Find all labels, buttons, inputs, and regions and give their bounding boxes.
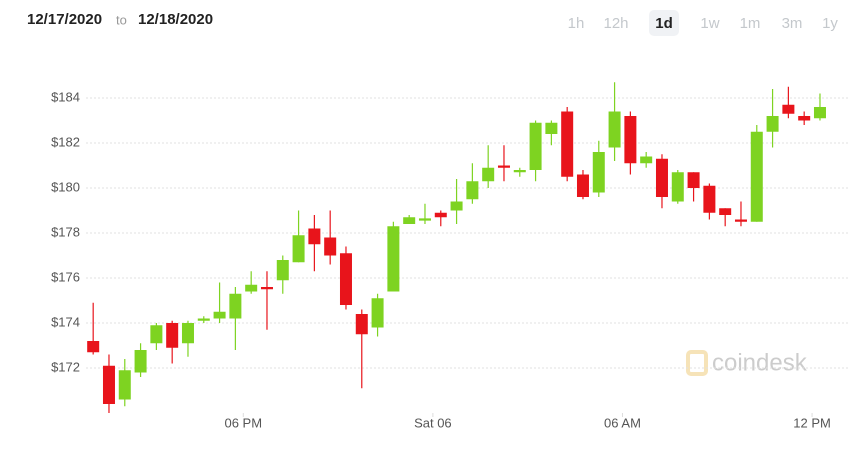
candle-body <box>719 208 732 215</box>
candle-body <box>213 311 226 319</box>
date-joiner: to <box>116 12 127 27</box>
candle-body <box>687 172 700 188</box>
candle-body <box>245 284 258 292</box>
candle-body <box>561 111 574 177</box>
candle-body <box>324 237 337 256</box>
y-tick-label: $178 <box>51 224 80 239</box>
candle-body <box>640 156 653 164</box>
y-tick-label: $180 <box>51 179 80 194</box>
candle-body <box>434 212 447 218</box>
candle-body <box>150 325 163 344</box>
candle-body <box>181 323 194 344</box>
candle-body <box>466 181 479 200</box>
candle-body <box>608 111 621 148</box>
watermark-icon <box>686 350 708 376</box>
candle-body <box>197 318 210 321</box>
candle-body <box>134 350 147 373</box>
candle-body <box>308 228 321 245</box>
candle-body <box>497 165 510 168</box>
x-tick-label: 06 AM <box>604 415 641 430</box>
candle-body <box>166 323 179 348</box>
date-to: 12/18/2020 <box>138 11 213 28</box>
candle-body <box>482 167 495 182</box>
range-button[interactable]: 1h <box>568 15 585 32</box>
candle-body <box>229 293 242 319</box>
range-button[interactable]: 3m <box>782 15 803 32</box>
candle-body <box>750 131 763 222</box>
candle-body <box>403 217 416 224</box>
candle-body <box>798 116 811 121</box>
candle-body <box>339 253 352 305</box>
candle-body <box>655 158 668 197</box>
y-tick-label: $182 <box>51 134 80 149</box>
candle-body <box>734 219 747 222</box>
range-button[interactable]: 1w <box>700 15 719 32</box>
range-button[interactable]: 1d <box>655 15 673 32</box>
candle-body <box>813 107 826 119</box>
candle-body <box>513 170 526 173</box>
y-tick-label: $184 <box>51 89 80 104</box>
candle-body <box>276 260 289 281</box>
candle-body <box>387 226 400 292</box>
range-selected-bg <box>649 10 679 36</box>
range-button[interactable]: 1y <box>822 15 838 32</box>
candle-body <box>545 122 558 134</box>
watermark: coindesk <box>686 349 808 376</box>
candle-body <box>418 218 431 221</box>
candle-body <box>260 287 273 290</box>
range-buttons: 1h 12h 1d 1w 1m 3m 1y <box>568 10 838 36</box>
candle-body <box>450 201 463 211</box>
candle-body <box>703 185 716 213</box>
candle-body <box>118 370 131 400</box>
date-from: 12/17/2020 <box>27 11 102 28</box>
watermark-text: coindesk <box>712 349 808 376</box>
range-button[interactable]: 1m <box>740 15 761 32</box>
x-tick-label: 06 PM <box>224 415 262 430</box>
candle-body <box>87 341 100 353</box>
candle-body <box>529 122 542 170</box>
y-tick-label: $174 <box>51 314 80 329</box>
candle-body <box>355 314 368 335</box>
candle-body <box>102 365 115 404</box>
candle-body <box>766 116 779 132</box>
candle-body <box>592 152 605 193</box>
candle-body <box>371 298 384 328</box>
y-tick-label: $172 <box>51 359 80 374</box>
x-tick-label: 12 PM <box>793 415 831 430</box>
candle-body <box>624 116 637 164</box>
candle-body <box>292 235 305 263</box>
range-button[interactable]: 12h <box>603 15 628 32</box>
candle-body <box>782 104 795 114</box>
candle-body <box>576 174 589 197</box>
x-tick-label: Sat 06 <box>414 415 452 430</box>
candle-body <box>671 172 684 202</box>
y-tick-label: $176 <box>51 269 80 284</box>
